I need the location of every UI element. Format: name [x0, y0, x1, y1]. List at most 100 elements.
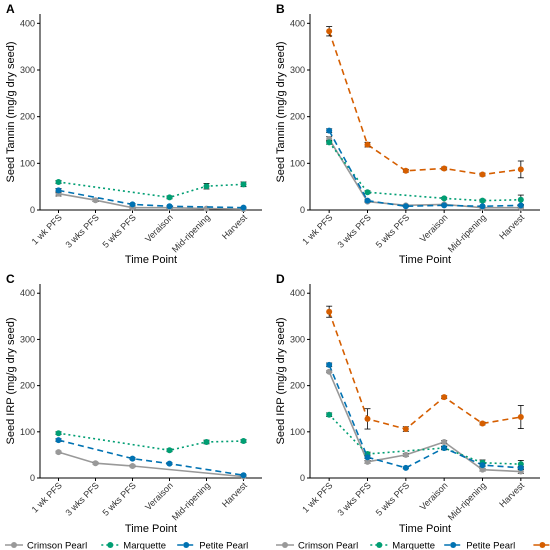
x-tick-label: Veraison	[418, 212, 450, 244]
legend-key-point-pinot-noir	[539, 542, 546, 548]
data-point-petite-pearl	[55, 187, 62, 194]
y-tick-label: 100	[20, 158, 35, 168]
y-tick-label: 0	[300, 205, 305, 215]
data-point-marquette	[166, 447, 173, 454]
data-point-crimson-pearl	[55, 449, 62, 456]
data-point-marquette	[166, 194, 173, 201]
series-line-crimson-pearl	[58, 192, 244, 210]
x-tick-label: Veraison	[143, 212, 175, 244]
legend-label-marquette: Marquette	[392, 541, 435, 550]
legend-label-marquette: Marquette	[123, 541, 166, 550]
series-line-crimson-pearl	[328, 371, 521, 473]
data-point-marquette	[479, 197, 486, 204]
y-tick-label: 300	[290, 334, 305, 344]
data-point-pinot-noir	[326, 28, 333, 35]
data-point-petite-pearl	[129, 455, 136, 462]
data-point-marquette	[364, 189, 371, 196]
data-point-petite-pearl	[517, 202, 524, 209]
x-axis-title: Time Point	[125, 523, 177, 535]
series-line-crimson-pearl	[328, 138, 521, 209]
y-tick-label: 400	[20, 288, 35, 298]
data-point-petite-pearl	[441, 444, 448, 451]
legend-key-point-crimson-pearl	[11, 542, 17, 548]
data-point-pinot-noir	[364, 415, 371, 422]
legend-label-petite-pearl: Petite Pearl	[466, 541, 515, 550]
data-point-marquette	[203, 183, 210, 190]
x-tick-label: 1 wk PFS	[30, 212, 64, 246]
data-point-pinot-noir	[326, 308, 333, 315]
data-point-crimson-pearl	[479, 466, 486, 473]
data-point-crimson-pearl	[92, 197, 99, 204]
y-tick-label: 300	[20, 334, 35, 344]
x-axis-title: Time Point	[125, 254, 177, 266]
data-point-crimson-pearl	[402, 451, 409, 458]
y-tick-label: 200	[290, 381, 305, 391]
y-tick-label: 400	[20, 18, 35, 28]
x-tick-label: 5 wks PFS	[374, 480, 411, 517]
x-tick-label: 3 wks PFS	[63, 480, 100, 517]
data-point-pinot-noir	[517, 414, 524, 421]
legend-key-point-petite-pearl	[450, 542, 457, 548]
data-point-marquette	[326, 139, 333, 146]
x-tick-label: Harvest	[497, 212, 526, 241]
x-tick-label: 3 wks PFS	[63, 212, 100, 249]
data-point-marquette	[240, 181, 247, 188]
series-line-pinot-noir	[328, 311, 521, 430]
x-tick-label: 5 wks PFS	[100, 480, 137, 517]
data-point-pinot-noir	[441, 165, 448, 172]
y-tick-label: 400	[290, 18, 305, 28]
x-tick-label: 1 wk PFS	[300, 480, 334, 514]
data-point-pinot-noir	[479, 420, 486, 427]
data-point-petite-pearl	[326, 127, 333, 134]
legend-label-petite-pearl: Petite Pearl	[199, 541, 248, 550]
y-tick-label: 300	[290, 65, 305, 75]
x-tick-label: Harvest	[220, 212, 249, 241]
panel-b: B 0 100 200 300 400 1 wk PFS 3 wks PFS 5 wks PFS…	[275, 2, 540, 266]
data-point-petite-pearl	[240, 204, 247, 211]
y-axis-title: Seed IRP (mg/g dry seed)	[5, 318, 17, 445]
data-point-petite-pearl	[364, 454, 371, 461]
data-point-petite-pearl	[479, 462, 486, 469]
data-point-marquette	[55, 179, 62, 185]
panel-c: C 0 100 200 300 400 1 wk PFS 3 wks PFS 5 wks PFS…	[5, 272, 262, 535]
y-axis-title: Seed IRP (mg/g dry seed)	[275, 318, 287, 445]
y-tick-label: 400	[290, 288, 305, 298]
data-point-crimson-pearl	[129, 462, 136, 469]
panel-letter: D	[276, 272, 285, 286]
x-axis-title: Time Point	[399, 254, 451, 266]
y-tick-label: 200	[290, 112, 305, 122]
y-tick-label: 100	[20, 427, 35, 437]
data-point-marquette	[326, 411, 333, 418]
x-tick-label: 5 wks PFS	[100, 212, 137, 249]
series-line-marquette	[328, 141, 521, 202]
data-point-marquette	[55, 430, 62, 437]
y-tick-label: 0	[30, 473, 35, 483]
y-tick-label: 300	[20, 65, 35, 75]
series-line-marquette	[58, 181, 244, 199]
data-point-petite-pearl	[479, 203, 486, 210]
legend-key-point-marquette	[376, 542, 383, 548]
data-point-marquette	[240, 438, 247, 445]
y-tick-label: 0	[300, 473, 305, 483]
y-tick-label: 0	[30, 205, 35, 215]
x-tick-label: Mid-ripening	[170, 480, 212, 522]
series-line-petite-pearl	[328, 130, 521, 208]
data-point-marquette	[517, 196, 524, 203]
data-point-crimson-pearl	[441, 438, 448, 445]
panel-letter: B	[276, 2, 285, 16]
x-tick-label: Mid-ripening	[446, 212, 488, 254]
x-tick-label: Mid-ripening	[446, 480, 488, 522]
series-line-petite-pearl	[328, 364, 521, 469]
panel-letter: C	[6, 272, 15, 286]
panel-letter: A	[6, 2, 15, 16]
series-line-petite-pearl	[58, 189, 244, 209]
y-axis-title: Seed Tannin (mg/g dry seed)	[5, 41, 17, 182]
data-point-petite-pearl	[402, 203, 409, 210]
series-line-pinot-noir	[328, 31, 521, 176]
data-point-petite-pearl	[326, 361, 333, 368]
y-tick-label: 200	[20, 112, 35, 122]
panel-d: D 0 100 200 300 400 1 wk PFS 3 wks PFS 5 wks PFS…	[275, 272, 540, 535]
data-point-marquette	[441, 195, 448, 202]
data-point-petite-pearl	[166, 203, 173, 210]
